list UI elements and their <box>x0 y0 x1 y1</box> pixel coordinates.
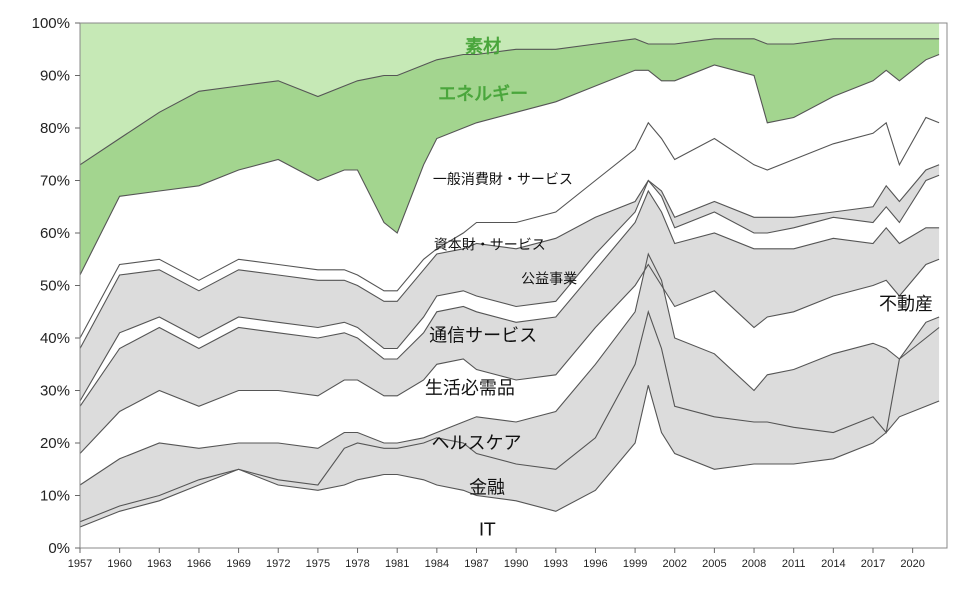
y-tick-label: 40% <box>40 330 70 347</box>
band-industrials <box>80 164 940 401</box>
boundary-line-6 <box>79 174 940 402</box>
x-tick-label: 1975 <box>306 558 330 570</box>
band-communication <box>80 191 940 454</box>
band-labels: 素材エネルギー一般消費財・サービス資本財・サービス公益事業不動産通信サービス生活… <box>425 36 933 541</box>
band-label: ヘルスケア <box>431 433 521 454</box>
band-it <box>80 385 940 548</box>
y-tick-label: 10% <box>40 488 70 505</box>
y-axis: 0% 10% 20% 30% 40% 50% 60% 70% 80% 90% 100% <box>32 15 80 557</box>
y-tick-label: 20% <box>40 435 70 452</box>
x-tick-label: 2005 <box>702 558 726 570</box>
y-tick-label: 100% <box>32 15 70 32</box>
x-tick-label: 1957 <box>68 558 92 570</box>
boundary-line-5 <box>79 189 940 407</box>
y-tick-label: 50% <box>40 278 70 295</box>
y-tick-label: 60% <box>40 225 70 242</box>
x-tick-label: 1990 <box>504 558 528 570</box>
x-tick-label: 1984 <box>425 558 449 570</box>
band-financials <box>80 311 940 527</box>
x-tick-label: 1963 <box>147 558 171 570</box>
band-label: 公益事業 <box>521 272 577 288</box>
boundary-line-2 <box>79 309 940 523</box>
band-materials <box>80 23 940 165</box>
x-tick-label: 2017 <box>861 558 885 570</box>
boundary-line-4 <box>79 258 940 454</box>
x-tick-label: 1987 <box>464 558 488 570</box>
x-tick-label: 1981 <box>385 558 409 570</box>
y-tick-label: 30% <box>40 383 70 400</box>
band-label: 生活必需品 <box>425 378 515 399</box>
x-axis: 1957 1960 1963 1966 1969 1972 1975 1978 1981 1984… <box>68 548 925 570</box>
band-label: 通信サービス <box>429 325 537 346</box>
band-label: 一般消費財・サービス <box>433 172 573 188</box>
x-tick-label: 1999 <box>623 558 647 570</box>
boundary-line-7 <box>79 164 940 349</box>
x-tick-label: 1960 <box>107 558 131 570</box>
boundary-line-1 <box>79 385 940 528</box>
x-tick-label: 1969 <box>226 558 250 570</box>
band-staples <box>80 254 940 485</box>
band-discretionary <box>80 117 940 349</box>
boundary-line-8 <box>79 116 940 339</box>
y-tick-label: 80% <box>40 120 70 137</box>
boundary-line-9 <box>79 53 940 276</box>
x-tick-label: 1996 <box>583 558 607 570</box>
x-tick-label: 2014 <box>821 558 845 570</box>
x-tick-label: 1993 <box>544 558 568 570</box>
band-utilities <box>80 175 940 407</box>
x-tick-label: 1972 <box>266 558 290 570</box>
x-tick-label: 1966 <box>187 558 211 570</box>
band-white-gap <box>80 54 940 338</box>
x-tick-label: 2011 <box>782 558 806 570</box>
x-tick-label: 2002 <box>662 558 686 570</box>
band-label: IT <box>479 520 496 541</box>
y-tick-label: 70% <box>40 173 70 190</box>
x-tick-label: 1978 <box>345 558 369 570</box>
band-label: 資本財・サービス <box>434 238 546 254</box>
y-tick-label: 0% <box>48 540 70 557</box>
x-tick-label: 2020 <box>900 558 924 570</box>
band-label: 素材 <box>465 36 501 58</box>
boundary-line-3 <box>79 252 940 486</box>
band-label: エネルギー <box>438 84 528 105</box>
boundary-line-10 <box>79 38 940 166</box>
band-energy <box>80 38 940 275</box>
y-tick-label: 90% <box>40 68 70 85</box>
x-tick-label: 2008 <box>742 558 766 570</box>
band-layer <box>80 23 940 548</box>
band-label: 不動産 <box>879 294 933 315</box>
boundary-lines <box>79 38 940 528</box>
band-label: 金融 <box>469 478 505 499</box>
band-healthcare <box>80 254 940 522</box>
